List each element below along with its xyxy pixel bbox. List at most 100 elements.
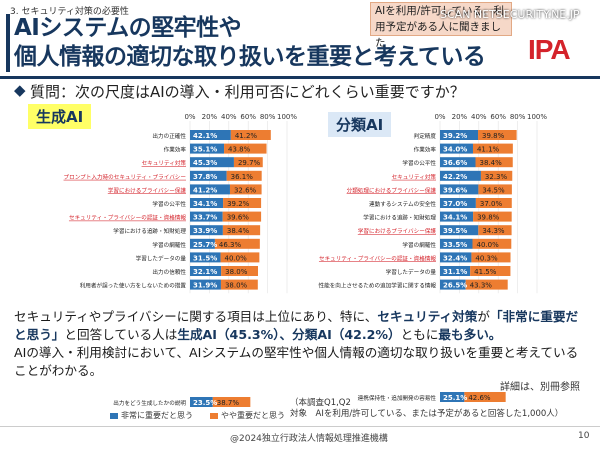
data-label-very: 37.0% <box>443 200 467 208</box>
data-label-very: 39.6% <box>443 186 467 194</box>
category-label: 学習の網羅性 <box>152 241 186 249</box>
summary-part: が <box>477 309 490 324</box>
data-label-very: 33.7% <box>193 214 217 222</box>
data-label-very: 25.1% <box>443 394 467 402</box>
bar-very-important <box>190 279 221 290</box>
bar-somewhat-important <box>475 198 512 208</box>
bar-somewhat-important <box>223 198 262 208</box>
category-label: 学習におけるプライバシー保護 <box>108 186 187 194</box>
bar-very-important <box>440 225 479 236</box>
bar-somewhat-important <box>475 157 513 168</box>
category-label: 連動するシステムの安全性 <box>369 200 436 208</box>
data-label-very: 42.1% <box>193 132 217 140</box>
category-label: セキュリティ・プライバシーの認証・資格情報 <box>69 214 186 222</box>
legend-very-important: 非常に重要だと思う <box>110 410 193 421</box>
data-label-very: 25.7% <box>193 241 217 249</box>
bar-somewhat-important <box>478 184 512 195</box>
bar-somewhat-important <box>222 211 262 222</box>
bar-somewhat-important <box>229 184 262 195</box>
data-label-very: 39.2% <box>443 132 467 140</box>
bar-very-important <box>440 184 479 195</box>
summary-part: と回答している人は <box>64 327 178 342</box>
data-label-very: 31.5% <box>193 254 217 262</box>
x-tick-label: 20% <box>452 113 468 121</box>
category-label: 学習における追跡・知財処理 <box>113 227 186 235</box>
bar-somewhat-important <box>214 238 260 249</box>
category-label: 分類処理におけるプライバシー保護 <box>347 186 437 194</box>
category-label: 学習したデータの量 <box>136 254 187 262</box>
respondent-note: AIを利用/許可している、利用予定がある人に聞きました <box>370 2 512 49</box>
data-label-some: 46.3% <box>219 241 242 249</box>
header-rule <box>0 76 600 79</box>
data-label-very: 34.0% <box>443 146 467 154</box>
legend-swatch-blue <box>110 412 118 419</box>
data-label-very: 31.1% <box>443 268 467 276</box>
bar-very-important <box>190 143 225 154</box>
category-label: 出力の信頼性 <box>152 268 186 276</box>
data-label-very: 34.1% <box>443 214 467 222</box>
legend-label: やや重要だと思う <box>221 411 285 420</box>
category-label: プロンプト入力時のセキュリティ・プライバシー <box>64 173 187 181</box>
watermark: SCAN NETSECURITY.NE.JP <box>440 8 580 21</box>
data-label-some: 42.6% <box>468 394 491 402</box>
data-label-very: 32.4% <box>443 254 467 262</box>
data-label-some: 38.0% <box>225 268 248 276</box>
summary-bold: 「非常に重要だと思う」 <box>14 309 579 342</box>
bar-very-important <box>440 170 481 181</box>
slide-title-line1: AIシステムの堅牢性や <box>14 15 242 41</box>
bar-very-important <box>440 392 465 402</box>
bar-very-important <box>440 157 476 168</box>
data-label-some: 40.0% <box>476 241 499 249</box>
bar-very-important <box>190 225 223 236</box>
diamond-bullet-icon: ◆ <box>14 81 26 99</box>
bar-very-important <box>190 170 227 181</box>
bar-somewhat-important <box>220 252 260 263</box>
title-accent-bar <box>6 14 10 72</box>
x-tick-label: 40% <box>221 113 237 121</box>
data-label-some: 39.6% <box>227 214 250 222</box>
category-label: 出力をどう生成したかの説明 <box>113 399 186 407</box>
x-tick-label: 100% <box>277 113 297 121</box>
x-tick-label: 80% <box>510 113 526 121</box>
survey-question: 質問：次の尺度はAIの導入・利用可否にどれくらい重要ですか？ <box>30 83 465 101</box>
category-label: セキュリティ対策 <box>392 173 437 181</box>
category-label: 性能を向上させるための追加学習に関する情報 <box>319 282 437 290</box>
footer-rule <box>0 426 600 427</box>
category-label: セキュリティ対策 <box>142 159 187 167</box>
bar-very-important <box>440 130 479 140</box>
stacked-bar-charts: 0% 20% 40% 60% 80% 100%出力の正確性 42.1% 41.2%作業効率 35… <box>64 113 547 407</box>
data-label-some: 43.8% <box>228 146 251 154</box>
data-label-very: 32.1% <box>193 268 217 276</box>
data-label-some: 37.0% <box>480 200 503 208</box>
section-label: 3. セキュリティ対策の必要性 <box>10 7 129 17</box>
slide-title-line2: 個人情報の適切な取り扱いを重要と考えている <box>14 44 486 70</box>
bar-very-important <box>440 266 471 276</box>
category-label: 判定精度 <box>414 132 437 140</box>
x-tick-label: 0% <box>184 113 195 121</box>
category-label: 学習の公平性 <box>402 159 436 167</box>
summary-conclusion: AIの導入・利用検討において、AIシステムの堅牢性や個人情報の適切な取り扱いを重… <box>14 345 579 378</box>
data-label-very: 23.5% <box>193 399 217 407</box>
bar-very-important <box>190 157 234 168</box>
category-label: 利用者が誤った使い方をしないための措置 <box>80 282 187 290</box>
x-tick-label: 60% <box>240 113 256 121</box>
data-label-some: 34.3% <box>482 227 505 235</box>
category-label: 作業効率 <box>414 146 437 154</box>
bar-somewhat-important <box>230 130 271 140</box>
summary-panel <box>12 305 590 379</box>
legend-swatch-orange <box>210 412 218 419</box>
bar-somewhat-important <box>471 252 511 263</box>
bar-somewhat-important <box>221 266 258 276</box>
bar-somewhat-important <box>220 279 258 290</box>
ipa-logo: IPA <box>528 34 571 65</box>
bar-very-important <box>190 184 230 195</box>
data-label-very: 34.1% <box>193 200 217 208</box>
bar-very-important <box>440 279 466 290</box>
category-label: 学習におけるプライバシー保護 <box>358 227 437 235</box>
survey-line: 対象 AIを利用/許可している、または予定があると回答した1,000人） <box>290 409 564 419</box>
data-label-some: 40.3% <box>475 254 498 262</box>
bar-somewhat-important <box>472 143 513 154</box>
bar-very-important <box>190 211 223 222</box>
bar-somewhat-important <box>480 170 513 181</box>
summary-bold: セキュリティ対策 <box>377 309 478 324</box>
